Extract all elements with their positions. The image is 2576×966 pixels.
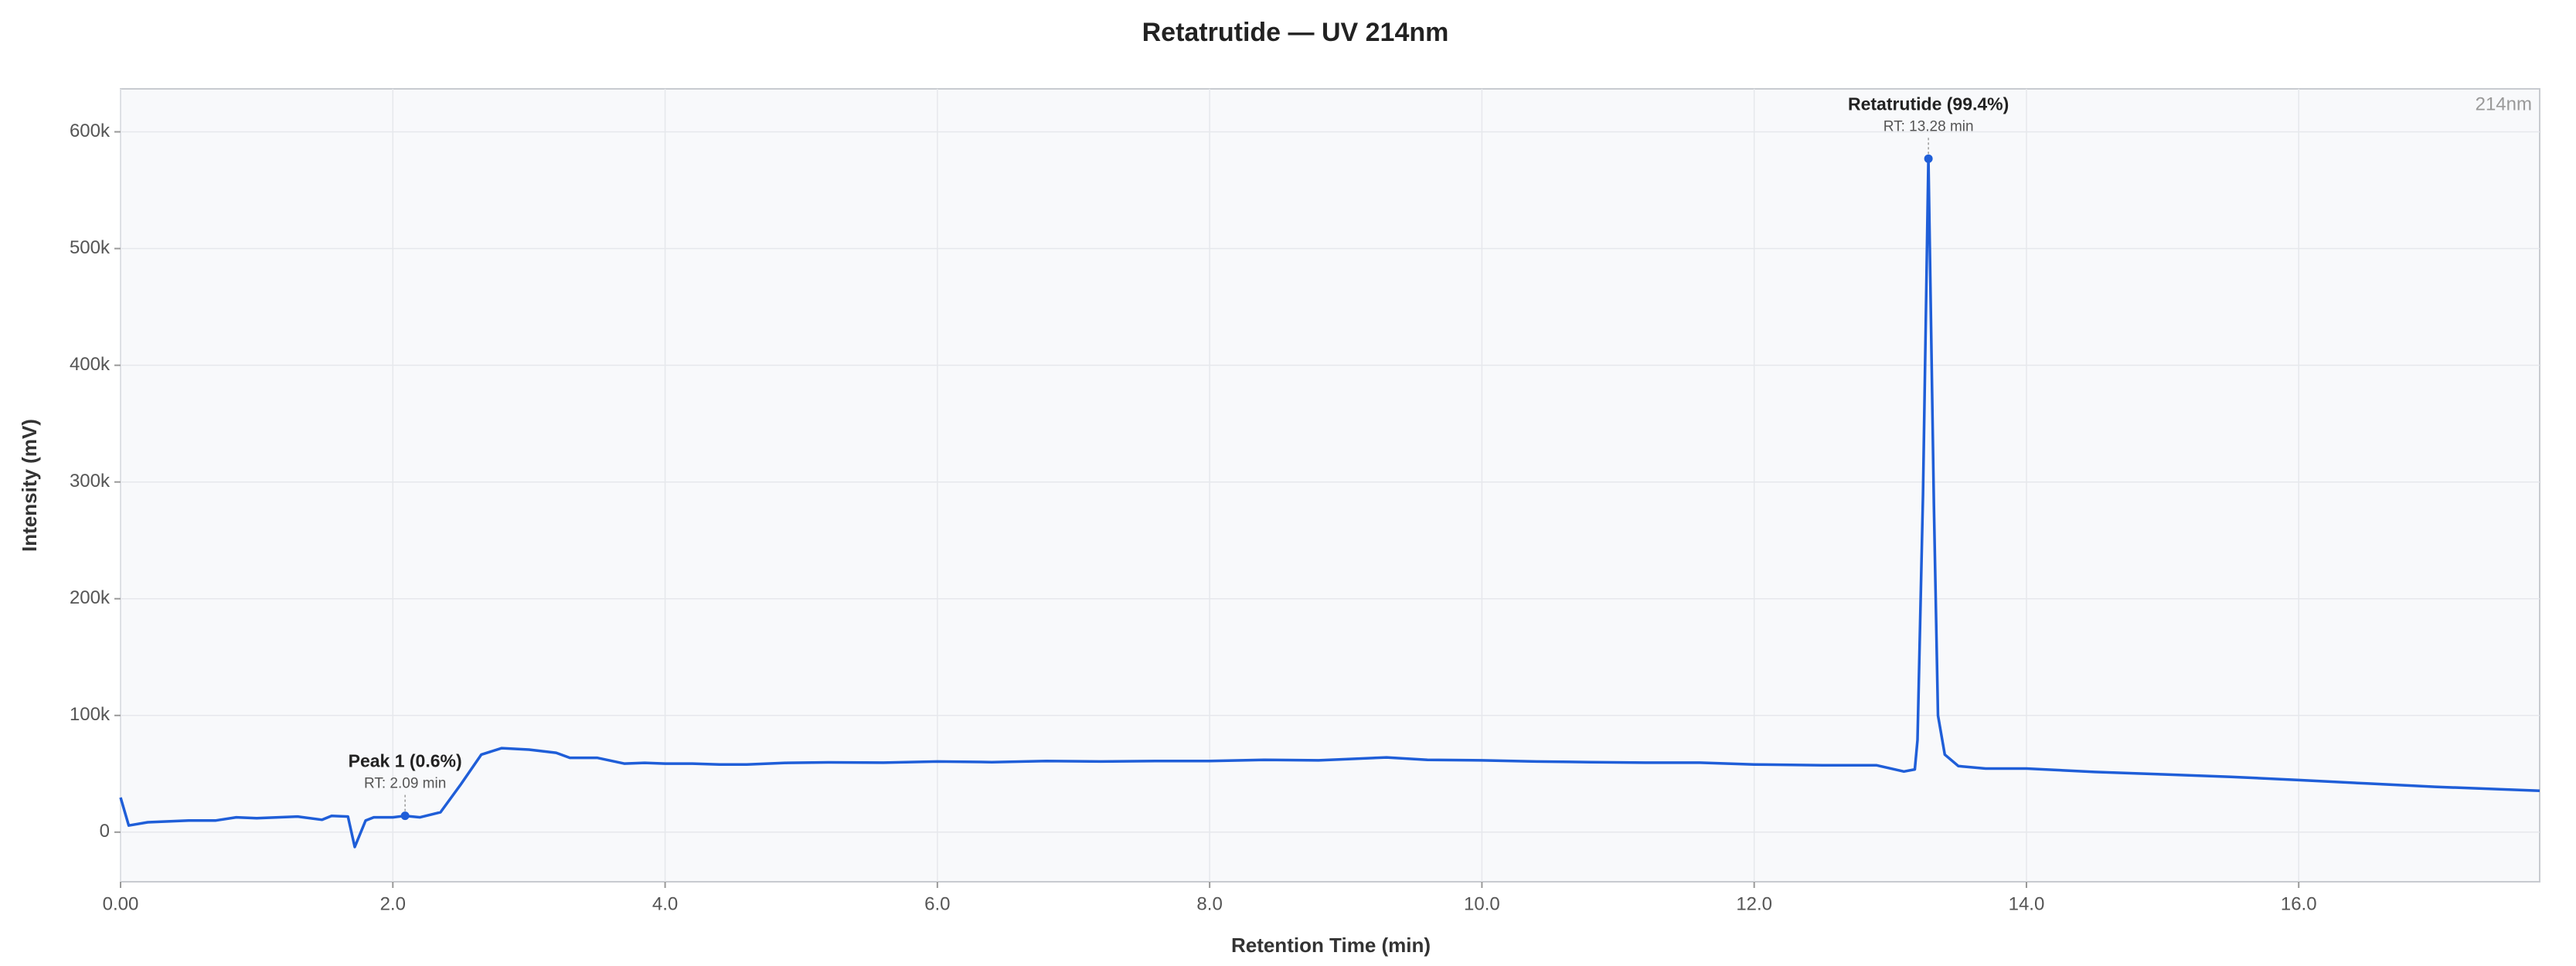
x-tick-label: 16.0	[2281, 893, 2317, 914]
annotation-sublabel: RT: 2.09 min	[364, 776, 446, 792]
y-axis-label: Intensity (mV)	[18, 419, 41, 552]
y-tick-label: 0	[100, 821, 110, 842]
annotation-label: Retatrutide (99.4%)	[1848, 94, 2009, 114]
y-tick-label: 400k	[70, 354, 111, 375]
x-tick-label: 12.0	[1736, 893, 1772, 914]
line-series	[119, 157, 2540, 849]
chart-title: Retatrutide — UV 214nm	[1142, 18, 1449, 47]
y-tick-label: 300k	[70, 471, 111, 492]
x-tick-label: 8.0	[1196, 893, 1222, 914]
x-tick-label: 10.0	[1464, 893, 1500, 914]
plot-area	[120, 88, 2540, 883]
peak-marker	[400, 811, 410, 821]
grid	[120, 89, 2540, 882]
x-tick-label: 2.0	[380, 893, 406, 914]
y-tick-label: 100k	[70, 704, 111, 725]
x-tick-label: 6.0	[924, 893, 950, 914]
peak-marker	[1924, 154, 1933, 163]
annotation-sublabel: RT: 13.28 min	[1884, 118, 1974, 134]
y-tick-label: 600k	[70, 121, 111, 141]
x-tick-label: 0.00	[103, 893, 139, 914]
annotation-label: Peak 1 (0.6%)	[349, 751, 462, 771]
y-tick-label: 500k	[70, 237, 111, 258]
corner-label: 214nm	[2476, 94, 2532, 114]
x-tick-label: 14.0	[2009, 893, 2045, 914]
x-tick-label: 4.0	[652, 893, 678, 914]
x-axis-label: Retention Time (min)	[1231, 934, 1431, 957]
y-tick-label: 200k	[70, 587, 111, 608]
